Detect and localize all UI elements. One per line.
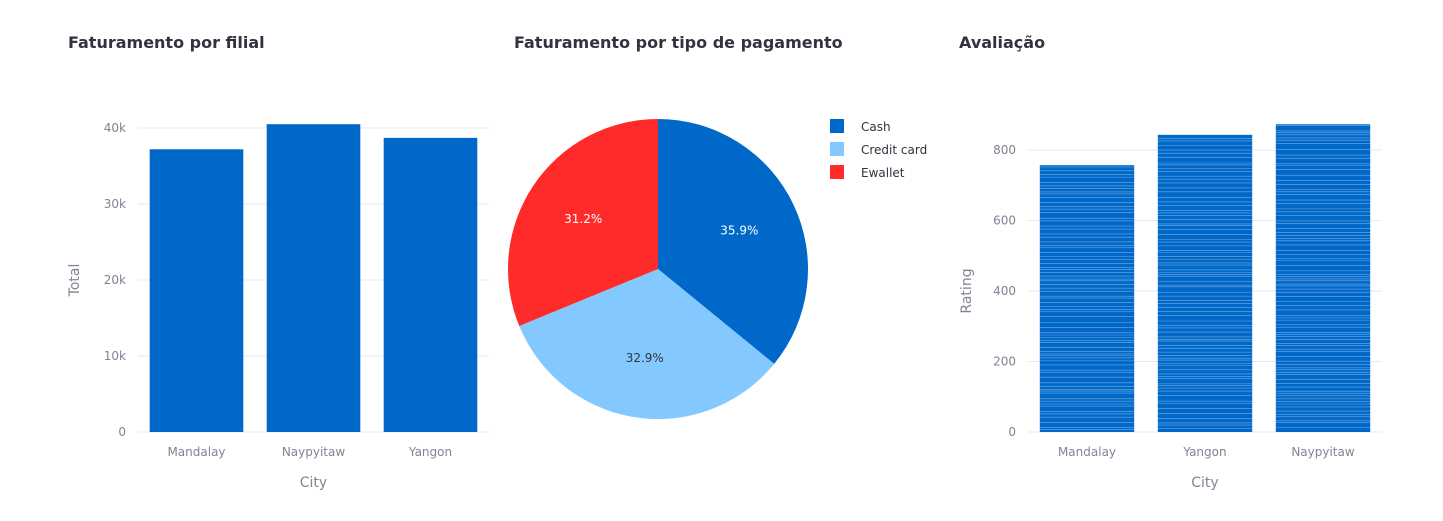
rating-chart[interactable]: 0 200 400 600 800 Mandalay Yangon Naypyitaw City…	[940, 0, 1443, 521]
rating-bar[interactable]	[1157, 134, 1253, 432]
rating-bar[interactable]	[1039, 165, 1135, 432]
legend-swatch[interactable]	[830, 119, 844, 133]
pie-slice-label: 31.2%	[564, 212, 602, 226]
branch-x-tick-label: Mandalay	[167, 445, 225, 459]
branch-x-tick-label: Naypyitaw	[282, 445, 346, 459]
legend-swatch[interactable]	[830, 165, 844, 179]
revenue-by-payment-panel: Faturamento por tipo de pagamento 35.9% 3…	[490, 0, 940, 521]
revenue-by-payment-chart[interactable]: 35.9% 32.9% 31.2% Cash Credit card Ewallet	[490, 0, 940, 521]
branch-y-axis-title: Total	[67, 264, 83, 298]
branch-y-tick-label: 20k	[104, 273, 126, 287]
branch-y-tick-label: 10k	[104, 349, 126, 363]
rating-x-tick-label: Naypyitaw	[1291, 445, 1355, 459]
revenue-by-payment-title: Faturamento por tipo de pagamento	[514, 33, 843, 52]
revenue-by-branch-panel: Faturamento por filial 0 10k 20k 30k 40k Mand…	[0, 0, 490, 521]
rating-bar-segments	[1275, 124, 1371, 429]
revenue-by-branch-chart[interactable]: 0 10k 20k 30k 40k Mandalay Naypyitaw Yangon City…	[0, 0, 490, 521]
rating-panel: Avaliação 0 200 400 600 800 Mandalay Yangon Nay…	[940, 0, 1443, 521]
branch-y-tick-label: 40k	[104, 121, 126, 135]
revenue-by-branch-title: Faturamento por filial	[68, 33, 265, 52]
legend-label[interactable]: Credit card	[861, 143, 927, 157]
pie-slice-label: 32.9%	[626, 351, 664, 365]
branch-x-axis-title: City	[300, 475, 327, 491]
rating-bar[interactable]	[1275, 124, 1371, 432]
pie-slice[interactable]	[658, 119, 808, 364]
branch-y-tick-label: 0	[118, 425, 126, 439]
branch-y-tick-label: 30k	[104, 197, 126, 211]
rating-x-axis-title: City	[1191, 475, 1218, 491]
branch-bar[interactable]	[383, 137, 478, 432]
branch-bar[interactable]	[149, 149, 244, 432]
branch-bar[interactable]	[266, 124, 361, 432]
rating-bar-segments	[1157, 138, 1253, 429]
pie-slice[interactable]	[508, 119, 658, 326]
rating-x-tick-label: Mandalay	[1058, 445, 1116, 459]
rating-bar-segments	[1039, 166, 1135, 430]
legend-label[interactable]: Ewallet	[861, 166, 905, 180]
legend-swatch[interactable]	[830, 142, 844, 156]
rating-y-tick-label: 600	[993, 214, 1016, 228]
rating-y-tick-label: 200	[993, 355, 1016, 369]
rating-y-tick-label: 0	[1008, 425, 1016, 439]
rating-y-tick-label: 800	[993, 143, 1016, 157]
branch-x-tick-label: Yangon	[408, 445, 452, 459]
rating-y-axis-title: Rating	[959, 268, 975, 313]
legend-label[interactable]: Cash	[861, 120, 891, 134]
pie-slice-label: 35.9%	[720, 223, 758, 237]
rating-y-tick-label: 400	[993, 284, 1016, 298]
rating-title: Avaliação	[959, 33, 1046, 52]
pie-slice[interactable]	[519, 269, 775, 420]
rating-x-tick-label: Yangon	[1182, 445, 1226, 459]
